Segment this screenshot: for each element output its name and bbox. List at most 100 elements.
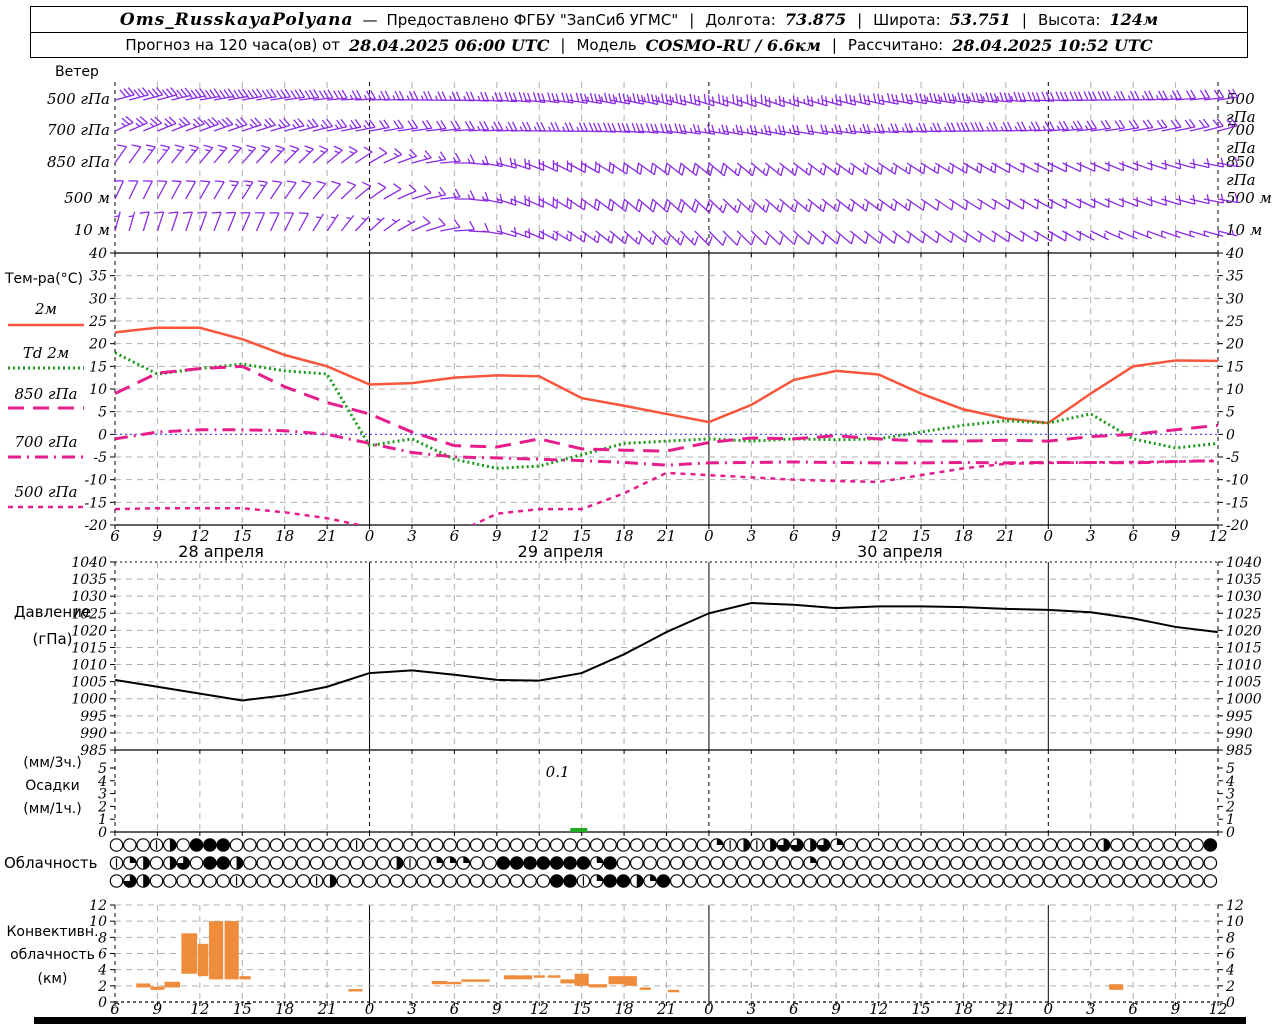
altitude-value: 124м <box>1109 10 1159 29</box>
svg-text:1020: 1020 <box>71 623 107 639</box>
pressure-panel-title: Давление <box>13 603 92 621</box>
model-value: COSMO-RU / 6.6км <box>645 35 821 55</box>
svg-text:2: 2 <box>97 799 107 815</box>
svg-text:15: 15 <box>572 1000 591 1018</box>
svg-text:1030: 1030 <box>1226 589 1262 605</box>
model-label: Модель <box>576 36 637 54</box>
svg-text:1: 1 <box>98 812 107 828</box>
svg-text:28 апреля: 28 апреля <box>178 542 264 561</box>
svg-text:15: 15 <box>233 1000 252 1018</box>
svg-text:21: 21 <box>995 527 1015 545</box>
svg-text:12: 12 <box>190 527 209 545</box>
svg-text:4: 4 <box>1225 963 1235 979</box>
svg-text:2: 2 <box>1225 979 1235 995</box>
svg-text:1000: 1000 <box>1226 692 1262 708</box>
wind-level-label-850hpa: 850 гПа <box>46 153 110 171</box>
svg-text:0: 0 <box>704 1000 714 1018</box>
legend-label-t700: 700 гПа <box>14 433 78 451</box>
svg-text:990: 990 <box>80 726 107 742</box>
svg-text:10: 10 <box>89 382 107 398</box>
footer-bar <box>34 1017 1246 1024</box>
svg-text:6: 6 <box>1128 527 1138 545</box>
temperature-panel-title: Тем-ра(°C) <box>5 271 83 287</box>
longitude-value: 73.875 <box>784 10 847 29</box>
latitude-value: 53.751 <box>949 10 1011 29</box>
svg-text:18: 18 <box>615 527 634 545</box>
svg-text:12: 12 <box>530 527 549 545</box>
legend-label-t500: 500 гПа <box>14 483 78 501</box>
svg-text:12: 12 <box>1208 1000 1227 1018</box>
svg-text:3: 3 <box>747 527 757 545</box>
svg-text:4: 4 <box>97 774 107 790</box>
header-separator: | <box>857 10 863 29</box>
svg-text:35: 35 <box>89 269 107 285</box>
svg-text:20: 20 <box>1225 337 1244 353</box>
svg-text:25: 25 <box>88 314 107 330</box>
convective-title-line2: облачность <box>10 947 95 963</box>
wind-level-label-10m: 10 м <box>73 221 110 239</box>
wind-level-label-700hpa-right: 700 гПа <box>1226 121 1256 157</box>
svg-text:30 апреля: 30 апреля <box>857 542 943 561</box>
svg-text:10: 10 <box>1226 914 1244 930</box>
svg-text:3: 3 <box>407 527 417 545</box>
svg-text:-20: -20 <box>84 518 107 534</box>
svg-text:1005: 1005 <box>1226 675 1262 691</box>
wind-level-label-700hpa: 700 гПа <box>46 121 110 139</box>
legend-label-t2m: 2м <box>35 300 57 318</box>
svg-text:1015: 1015 <box>1226 640 1262 656</box>
computed-datetime: 28.04.2025 10:52 UTC <box>952 35 1153 55</box>
svg-text:0: 0 <box>1226 995 1235 1011</box>
svg-text:0: 0 <box>1226 427 1235 443</box>
svg-text:-10: -10 <box>84 473 107 489</box>
wind-barbs-layer <box>113 87 1239 246</box>
svg-text:18: 18 <box>615 1000 634 1018</box>
svg-text:4: 4 <box>1225 774 1235 790</box>
svg-text:6: 6 <box>450 527 460 545</box>
wind-level-label-10m-right: 10 м <box>1226 221 1263 239</box>
legend-label-td2m: Td 2м <box>22 344 70 362</box>
cloudiness-panel-title: Облачность <box>4 854 98 872</box>
wind-level-label-500m: 500 м <box>64 189 110 207</box>
svg-text:12: 12 <box>1208 527 1227 545</box>
station-name: Oms_RusskayaPolyana <box>119 9 354 30</box>
wind-level-label-500hpa: 500 гПа <box>46 90 110 108</box>
svg-text:6: 6 <box>110 1000 120 1018</box>
svg-text:10: 10 <box>89 914 107 930</box>
header-line-2: Прогноз на 120 часа(ов) от 28.04.2025 06… <box>30 32 1248 58</box>
svg-text:985: 985 <box>1226 743 1253 759</box>
svg-text:0: 0 <box>1044 527 1054 545</box>
precip-panel-title: Осадки <box>25 778 80 794</box>
svg-text:9: 9 <box>153 1000 163 1018</box>
svg-text:30: 30 <box>1226 291 1244 307</box>
svg-text:1040: 1040 <box>71 555 107 571</box>
svg-text:0: 0 <box>365 527 375 545</box>
svg-text:30: 30 <box>89 291 107 307</box>
header-separator: | <box>689 10 695 29</box>
svg-text:3: 3 <box>407 1000 417 1018</box>
svg-text:15: 15 <box>89 359 107 375</box>
header-line-1: Oms_RusskayaPolyana — Предоставлено ФГБУ… <box>30 6 1248 33</box>
svg-text:15: 15 <box>1226 359 1244 375</box>
wind-level-label-850hpa-right: 850 гПа <box>1226 153 1256 189</box>
svg-text:5: 5 <box>1226 405 1235 421</box>
svg-text:-20: -20 <box>1226 518 1249 534</box>
svg-text:1025: 1025 <box>1226 606 1262 622</box>
svg-text:985: 985 <box>80 743 107 759</box>
svg-text:12: 12 <box>1226 898 1244 914</box>
svg-text:-5: -5 <box>93 450 107 466</box>
svg-text:1035: 1035 <box>1226 572 1262 588</box>
svg-text:0: 0 <box>98 427 107 443</box>
svg-text:9: 9 <box>1171 527 1181 545</box>
svg-text:40: 40 <box>88 246 107 262</box>
svg-text:6: 6 <box>98 947 107 963</box>
svg-text:2: 2 <box>97 979 107 995</box>
svg-text:1005: 1005 <box>71 675 107 691</box>
svg-text:12: 12 <box>190 1000 209 1018</box>
svg-text:1040: 1040 <box>1226 555 1262 571</box>
svg-text:5: 5 <box>98 761 107 777</box>
computed-label: Рассчитано: <box>847 36 944 54</box>
precip-unit-1h-label: (мм/1ч.) <box>23 801 82 817</box>
svg-text:3: 3 <box>98 787 107 803</box>
